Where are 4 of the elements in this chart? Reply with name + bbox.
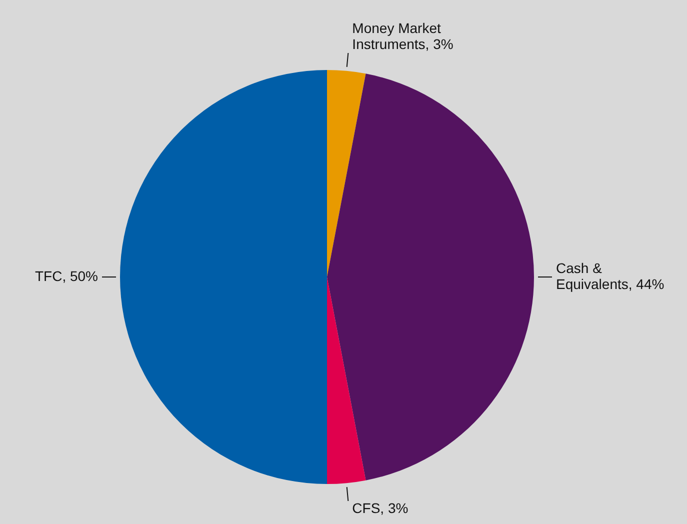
slice-label: Cash & Equivalents, 44%: [556, 260, 664, 292]
slice-label: CFS, 3%: [352, 500, 408, 516]
slice-label: TFC, 50%: [34, 268, 98, 284]
slice-label: Money Market Instruments, 3%: [352, 20, 454, 52]
